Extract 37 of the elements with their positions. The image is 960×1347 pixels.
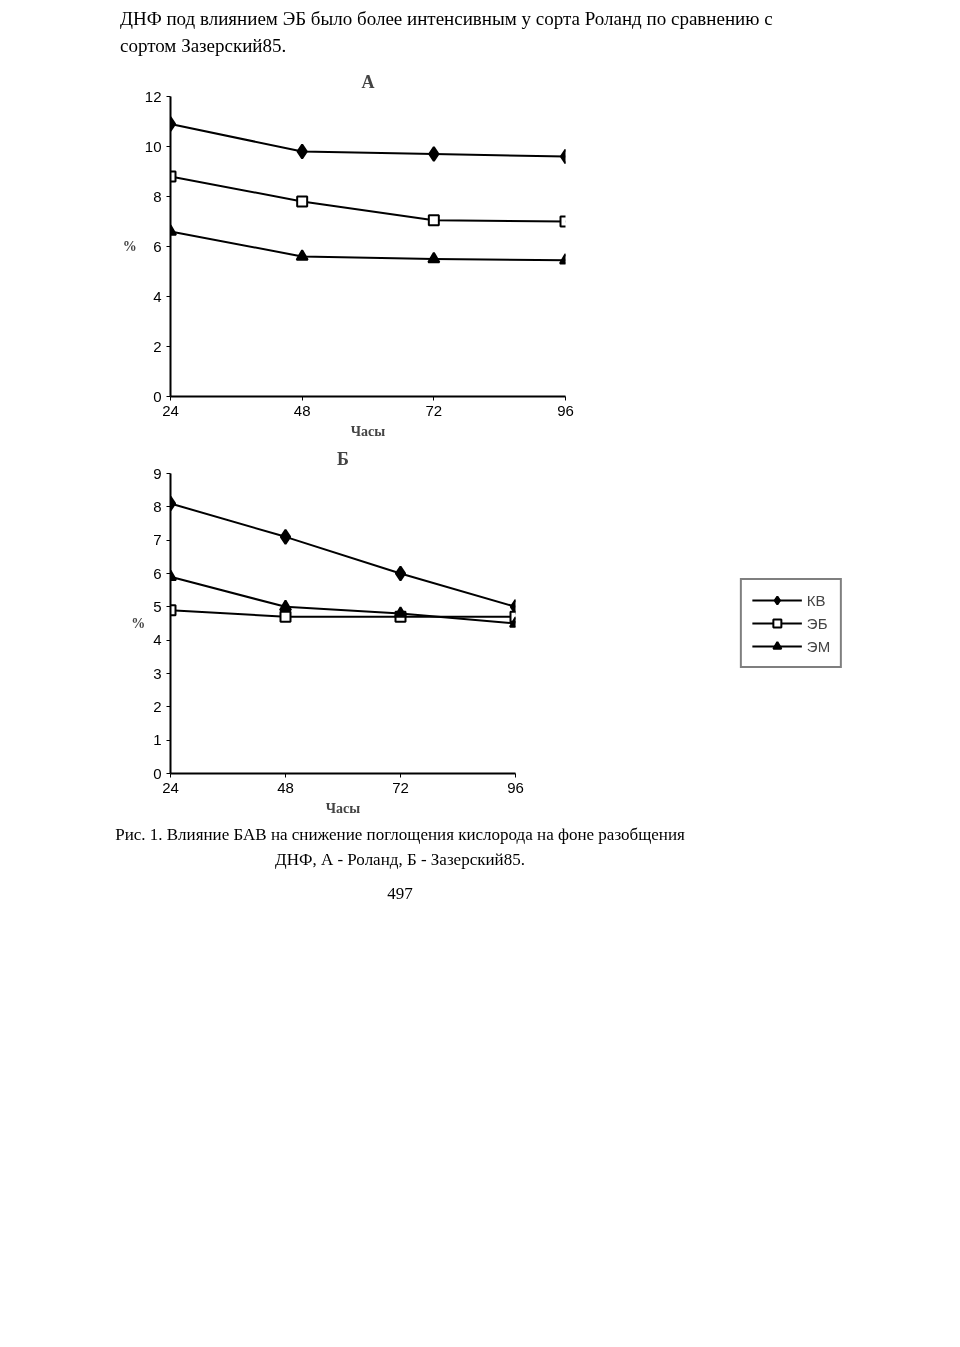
y-tick-label: 6 [153, 237, 162, 255]
y-tick-label: 0 [153, 764, 162, 782]
x-tick-label: 96 [507, 778, 524, 796]
legend-label: ЭБ [806, 614, 828, 632]
y-tick-label: 9 [153, 464, 162, 482]
x-axis-title: Часы [325, 800, 361, 816]
y-tick-label: 2 [153, 337, 162, 355]
y-tick-label: 7 [153, 531, 162, 549]
y-tick-label: 10 [144, 137, 162, 155]
y-tick-label: 8 [153, 498, 162, 516]
text: 497 [387, 882, 413, 905]
x-axis-title: Часы [350, 423, 386, 439]
y-axis-title: % [131, 616, 146, 632]
y-tick-label: 5 [153, 598, 162, 616]
x-tick-label: 72 [392, 778, 409, 796]
y-tick-label: 3 [153, 664, 162, 682]
x-tick-label: 96 [557, 401, 574, 419]
legend-label: КВ [806, 591, 827, 609]
x-tick-label: 24 [162, 778, 179, 796]
y-tick-label: 8 [153, 187, 162, 205]
y-tick-label: 4 [153, 631, 162, 649]
chart-title: А [361, 71, 375, 92]
x-tick-label: 48 [293, 401, 311, 419]
text: Рис. 1. Влияние БАВ на снижение поглощения кислорода на фоне разобщения ДНФ, А - Роланд, Б - Зазерский85. [114, 824, 686, 871]
y-axis-title: % [122, 239, 137, 255]
chart-title: Б [337, 448, 349, 469]
x-tick-label: 48 [277, 778, 294, 796]
text: ДНФ под влиянием ЭБ было более интенсивным у сорта Роланд по сравнению с сортом Зазерский85. [120, 7, 774, 59]
y-tick-label: 0 [153, 387, 162, 405]
y-tick-label: 6 [153, 564, 162, 582]
x-tick-label: 72 [425, 401, 443, 419]
x-tick-label: 24 [162, 401, 179, 419]
y-tick-label: 4 [153, 287, 162, 305]
y-tick-label: 1 [153, 731, 162, 749]
legend-label: ЭМ [806, 637, 831, 655]
y-tick-label: 2 [153, 698, 162, 716]
y-tick-label: 12 [144, 87, 162, 105]
